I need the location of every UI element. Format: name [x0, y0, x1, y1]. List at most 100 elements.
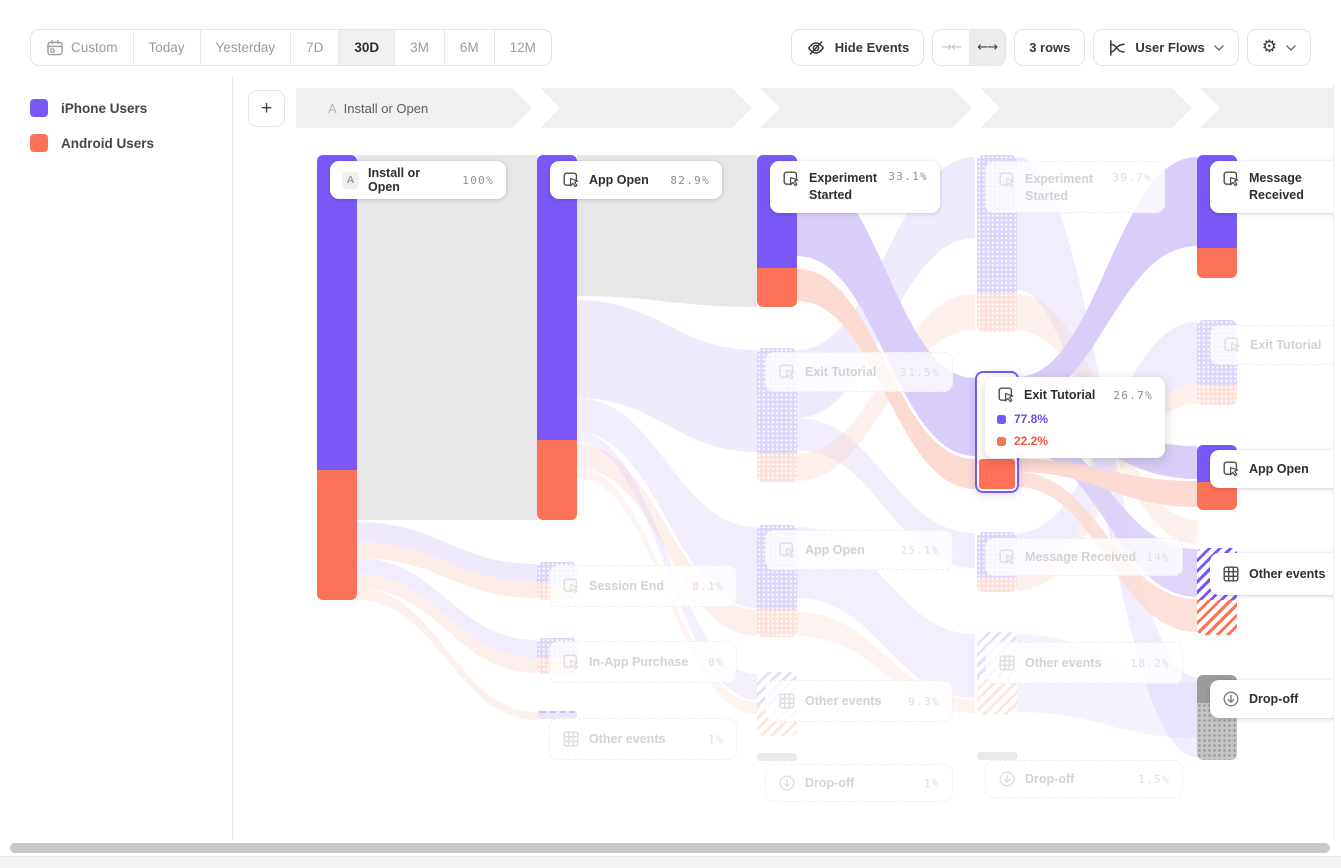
iphone-percentage: 77.8% — [1014, 412, 1049, 426]
top-toolbar: Custom Today Yesterday 7D 30D 3M 6M 12M … — [0, 0, 1341, 76]
date-range-3m[interactable]: 3M — [394, 30, 444, 65]
tooltip-header: Exit Tutorial 26.7% — [997, 386, 1153, 404]
flow-node-message-received-4[interactable]: Message Received 14% — [985, 538, 1183, 576]
node-percentage: 82.9% — [670, 173, 710, 187]
tap-icon — [562, 171, 580, 189]
tap-icon — [562, 653, 580, 671]
date-range-today[interactable]: Today — [132, 30, 200, 65]
legend-item-android-users[interactable]: Android Users — [30, 134, 154, 152]
flow-node-session-end[interactable]: Session End 8.1% — [549, 565, 737, 607]
flow-node-app-open-3[interactable]: App Open 25.1% — [765, 530, 953, 570]
date-range-label: 12M — [509, 40, 536, 55]
sidebar-divider — [232, 75, 233, 840]
node-label: Exit Tutorial — [1250, 338, 1322, 352]
android-percentage: 22.2% — [1014, 434, 1049, 448]
breadcrumb-step-5[interactable] — [1200, 88, 1341, 128]
hide-events-button[interactable]: Hide Events — [790, 29, 925, 66]
android-swatch — [997, 436, 1006, 446]
date-range-label: 30D — [354, 40, 380, 55]
node-bar-drop-off-3[interactable] — [757, 753, 797, 761]
breadcrumb-step-1[interactable]: A Install or Open — [296, 88, 532, 128]
flow-node-other-events-5[interactable]: Other events — [1210, 553, 1341, 595]
node-label: Drop-off — [805, 776, 855, 790]
bottom-strip — [0, 856, 1341, 868]
tap-icon — [1222, 170, 1240, 188]
iphone-users-swatch — [30, 99, 48, 117]
node-bar-app-open[interactable] — [537, 155, 577, 520]
breadcrumb-step-4[interactable] — [980, 88, 1192, 128]
flow-node-drop-off-3[interactable]: Drop-off 1% — [765, 764, 953, 802]
drop-off-icon — [778, 774, 796, 792]
date-range-30d-selected[interactable]: 30D — [338, 30, 395, 65]
date-range-label: Yesterday — [215, 40, 276, 55]
date-range-6m[interactable]: 6M — [443, 30, 494, 65]
node-label: Other events — [1025, 656, 1102, 670]
node-label: Other events — [1249, 567, 1326, 581]
horizontal-scrollbar[interactable] — [10, 843, 1330, 853]
node-percentage: 31.5% — [900, 365, 940, 379]
flow-node-drop-off-4[interactable]: Drop-off 1.5% — [985, 760, 1183, 798]
node-label: Message Received — [1025, 550, 1137, 564]
expand-columns-button[interactable]: ←→ — [969, 30, 1006, 65]
breadcrumb-step-2[interactable] — [540, 88, 752, 128]
flow-node-message-received-5[interactable]: Message Received — [1210, 161, 1341, 213]
flow-node-install-or-open[interactable]: A Install or Open 100% — [330, 161, 506, 199]
date-range-yesterday[interactable]: Yesterday — [199, 30, 291, 65]
flow-node-drop-off-5[interactable]: Drop-off — [1210, 680, 1341, 718]
node-label: Drop-off — [1025, 772, 1075, 786]
add-step-button[interactable]: + — [248, 90, 285, 127]
rows-label: 3 rows — [1029, 40, 1071, 55]
flow-node-other-events-4[interactable]: Other events 18.2% — [985, 642, 1183, 684]
legend-label: iPhone Users — [61, 100, 148, 116]
flow-node-other-events[interactable]: Other events 1% — [549, 718, 737, 760]
user-flows-icon — [1108, 39, 1126, 57]
expand-arrows-icon: ←→ — [977, 40, 998, 55]
flow-node-app-open[interactable]: App Open 82.9% — [550, 161, 722, 199]
flow-node-other-events-3[interactable]: Other events 9.3% — [765, 680, 953, 722]
flow-node-in-app-purchase[interactable]: In-App Purchase 8% — [549, 641, 737, 683]
collapse-columns-button[interactable]: →← — [933, 30, 969, 65]
node-bar-install-or-open[interactable] — [317, 155, 357, 600]
tap-icon — [997, 386, 1015, 404]
node-bar-other-events-small[interactable] — [537, 711, 577, 719]
android-segment — [979, 459, 1015, 489]
flow-node-exit-tutorial-5[interactable]: Exit Tutorial — [1210, 325, 1341, 365]
step-letter-badge: A — [342, 171, 359, 189]
date-range-7d[interactable]: 7D — [290, 30, 338, 65]
settings-button[interactable]: ⚙ — [1246, 29, 1311, 66]
flow-node-exit-tutorial-4-tooltip[interactable]: Exit Tutorial 26.7% 77.8% 22.2% — [985, 377, 1165, 458]
node-label: Exit Tutorial — [1024, 388, 1096, 402]
legend-item-iphone-users[interactable]: iPhone Users — [30, 99, 147, 117]
date-range-label: 6M — [459, 40, 479, 55]
breadcrumb-step-3[interactable] — [760, 88, 972, 128]
node-label: Experiment Started — [809, 171, 878, 202]
flow-node-app-open-5[interactable]: App Open — [1210, 450, 1341, 488]
date-range-label: 3M — [410, 40, 429, 55]
date-range-label: 7D — [306, 40, 324, 55]
node-label: App Open — [589, 173, 649, 187]
node-bar-drop-off-4[interactable] — [977, 752, 1017, 760]
rows-button[interactable]: 3 rows — [1014, 29, 1086, 66]
node-percentage: 14% — [1146, 550, 1170, 564]
tap-icon — [998, 171, 1016, 189]
drop-off-icon — [998, 770, 1016, 788]
grid-icon — [562, 730, 580, 748]
iphone-swatch — [997, 414, 1006, 424]
node-percentage: 1% — [708, 732, 724, 746]
flow-node-exit-tutorial[interactable]: Exit Tutorial 31.5% — [765, 352, 953, 392]
node-percentage: 8.1% — [692, 579, 724, 593]
view-selector-button[interactable]: User Flows — [1093, 29, 1239, 66]
flow-node-experiment-started[interactable]: Experiment Started 33.1% — [770, 161, 940, 213]
node-percentage: 33.1% — [888, 170, 928, 183]
node-label: Exit Tutorial — [805, 365, 877, 379]
date-range-custom[interactable]: Custom — [31, 30, 133, 65]
tap-icon — [562, 577, 580, 595]
node-label: Drop-off — [1249, 692, 1299, 706]
flow-node-experiment-started-4[interactable]: Experiment Started 39.7% — [985, 161, 1165, 213]
node-label: Install or Open — [368, 166, 421, 194]
node-percentage: 26.7% — [1113, 388, 1153, 402]
spacing-toggle-group: →← ←→ — [932, 29, 1007, 66]
grid-icon — [1222, 565, 1240, 583]
date-range-12m[interactable]: 12M — [493, 30, 551, 65]
node-percentage: 18.2% — [1130, 656, 1170, 670]
